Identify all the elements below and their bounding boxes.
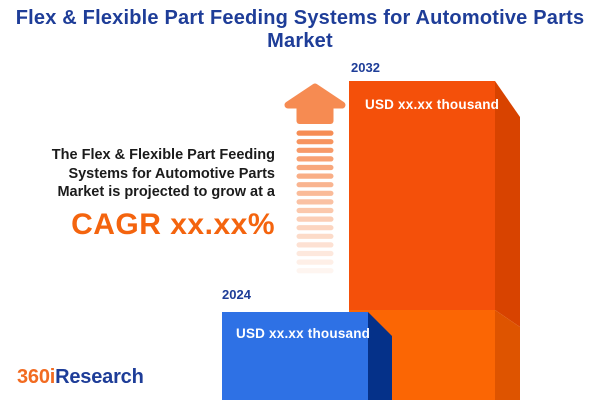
bar-2032-side-upper [495, 81, 520, 327]
bar-label-2024: 2024 [222, 287, 251, 302]
growth-arrow-stripe [296, 259, 334, 265]
growth-arrow-stripe [296, 147, 334, 153]
bar-label-2032: 2032 [351, 60, 380, 75]
page-title: Flex & Flexible Part Feeding Systems for… [15, 7, 585, 52]
growth-arrow-stripe [296, 164, 334, 171]
growth-arrow-stripe [296, 139, 334, 145]
bar-2024-side [368, 312, 392, 400]
growth-arrow-stripe [296, 130, 334, 136]
projection-line-3: Market is projected to grow at a [57, 184, 275, 200]
projection-text: The Flex & Flexible Part Feeding Systems… [20, 146, 275, 241]
growth-arrow-stripe [296, 173, 334, 179]
growth-arrow-icon [284, 83, 346, 274]
brand-logo-research: Research [55, 366, 144, 388]
bar-value-2024: USD xx.xx thousand [236, 326, 371, 341]
growth-arrow-stripe [296, 225, 334, 231]
growth-arrow-stripe [296, 233, 334, 239]
cagr-value: CAGR xx.xx% [71, 207, 275, 241]
growth-arrow-stripes [296, 130, 334, 274]
bar-2024-face [222, 312, 368, 400]
growth-arrow-stripe [296, 268, 334, 274]
bar-2032-face-upper [349, 81, 495, 310]
bar-2032-side-lower [495, 310, 520, 400]
projection-line-1: The Flex & Flexible Part Feeding [51, 147, 275, 163]
growth-arrow-stripe [296, 190, 334, 196]
brand-logo: 360iResearch [17, 366, 144, 389]
growth-arrow-stripe [296, 250, 334, 257]
bar-value-2032: USD xx.xx thousand [365, 97, 500, 112]
growth-arrow-stripe [296, 156, 334, 162]
growth-arrow-stripe [296, 199, 334, 205]
growth-arrow-stripe [296, 242, 334, 248]
growth-arrow-stem [296, 102, 334, 124]
growth-arrow-stripe [296, 207, 334, 214]
projection-line-2: Systems for Automotive Parts [68, 165, 275, 182]
growth-arrow-stripe [296, 216, 334, 222]
growth-arrow-stripe [296, 182, 334, 188]
brand-logo-360i: 360i [17, 366, 56, 388]
